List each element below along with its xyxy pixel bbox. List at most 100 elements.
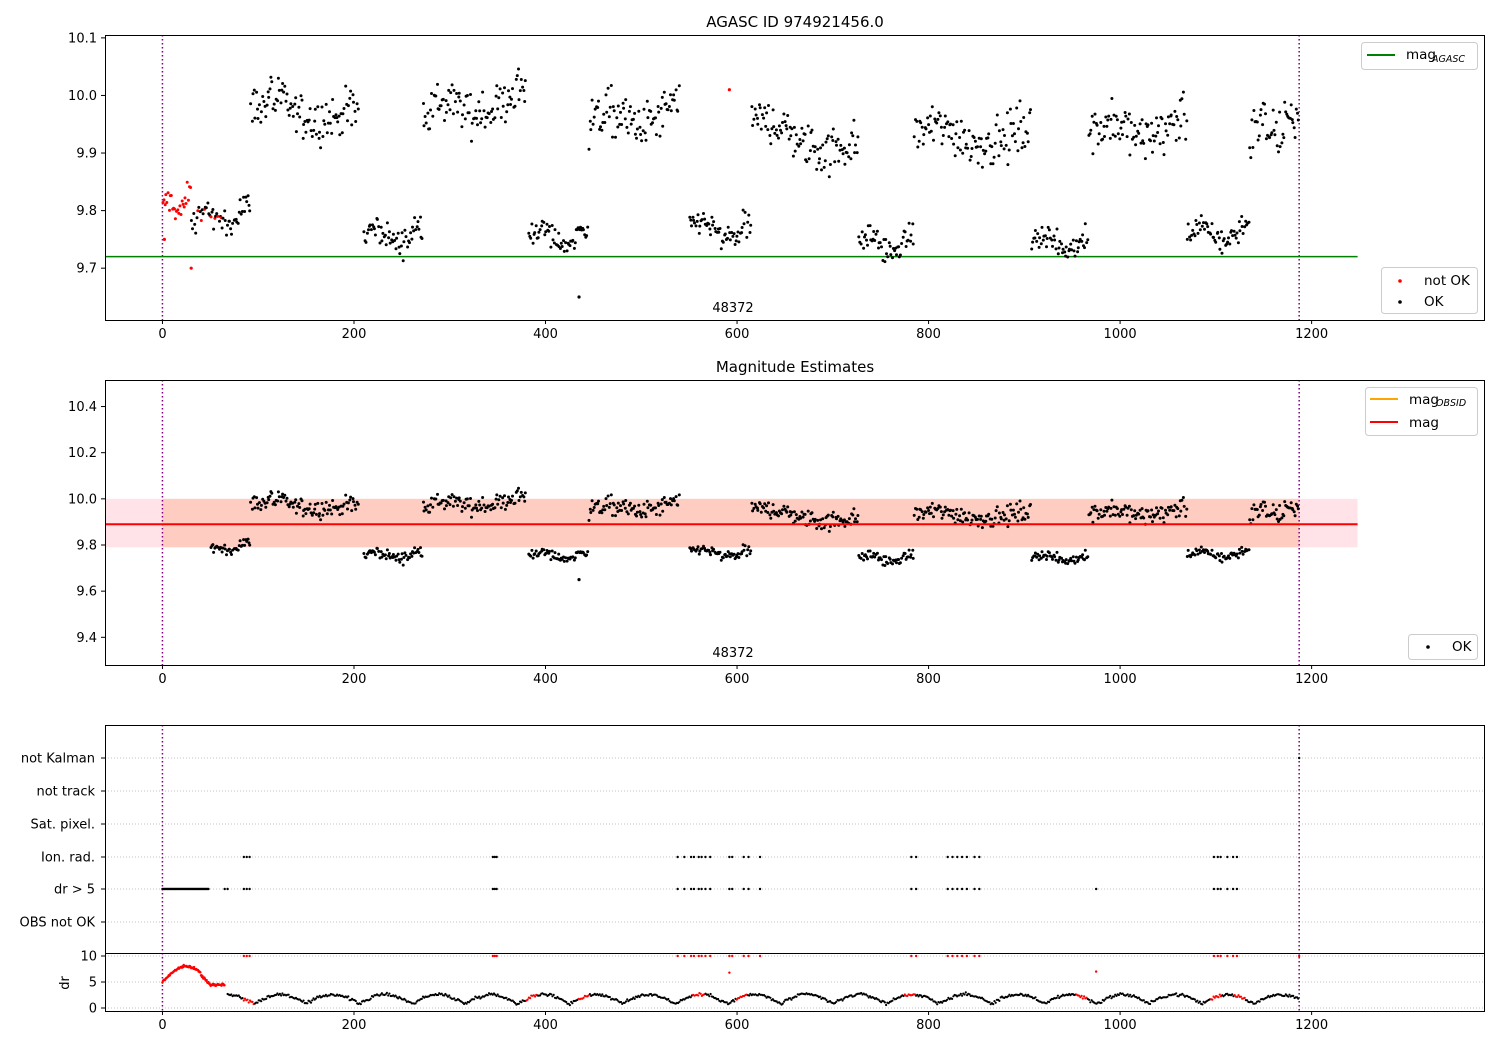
data-point [1216,230,1220,234]
data-point [928,114,932,118]
data-point [480,117,484,121]
data-point [690,549,693,553]
data-point [1038,236,1042,240]
dr-point [919,994,923,997]
data-point [239,212,243,216]
data-point [873,555,877,559]
data-point [230,553,233,556]
data-point [615,506,619,510]
data-point [859,556,863,560]
data-point [300,98,304,102]
dr-point [1283,994,1286,998]
data-point [206,201,210,205]
data-point [162,198,166,202]
data-point [501,496,505,500]
data-point [726,236,729,240]
data-point [1066,562,1070,566]
data-point [1092,508,1096,512]
data-point [1142,141,1146,145]
ion-rad-flag-point [910,855,913,859]
data-point [604,93,608,97]
data-point [1025,131,1029,135]
data-point [1236,556,1240,560]
dr-point [786,998,789,1001]
data-point [430,496,433,500]
data-point [482,109,486,113]
data-point [659,106,663,110]
data-point [251,92,255,96]
data-point [325,131,329,135]
data-point [380,555,384,559]
data-point [999,517,1003,521]
data-point [961,151,965,155]
data-point [436,82,439,86]
dr-flag-point [709,887,712,891]
data-point [1193,553,1197,557]
data-point [920,510,924,514]
dr-point [1109,994,1112,998]
data-point [1158,516,1162,520]
data-point [821,517,825,521]
data-point [1272,128,1276,132]
dr-saturated-point [1235,954,1239,958]
data-point [458,99,462,103]
data-point [1114,114,1118,118]
data-point [976,161,980,165]
data-point [334,113,338,117]
data-point [1045,245,1048,249]
data-point [201,212,205,216]
data-point [189,186,193,189]
legend-box [1361,42,1478,70]
data-point [1125,513,1129,517]
data-point [395,236,399,240]
dr-point [931,998,934,1001]
data-point [742,222,746,226]
data-point [346,104,350,108]
data-point [747,545,751,549]
dr-saturated-point [1219,954,1222,958]
data-point [354,507,358,511]
y-tick-label: 9.4 [76,631,97,646]
data-point [659,502,663,506]
dr-point [1094,970,1098,973]
data-point [956,146,960,150]
data-point [603,508,607,512]
dr-point [1258,1000,1261,1003]
data-point [1235,231,1239,235]
data-point [779,128,782,132]
data-point [246,194,250,198]
data-point [608,502,612,506]
data-point [385,548,389,552]
data-point [698,224,702,228]
data-point [252,88,256,92]
data-point [195,216,199,220]
data-point [521,85,525,89]
ion-rad-flag-point [1235,855,1239,859]
data-point [912,513,916,517]
data-point [238,198,242,202]
data-point [800,126,804,130]
data-point [1109,117,1113,121]
data-point [1227,554,1230,558]
data-point [255,90,259,94]
data-point [1074,555,1078,559]
dr-point [404,999,407,1002]
dr-point [783,1000,786,1003]
panel-2-annotation: 48372 [712,646,753,661]
dr-flag-point [683,887,686,891]
data-point [1222,554,1226,558]
data-point [1175,115,1179,118]
data-point [276,490,280,494]
dr-point [824,997,827,1000]
data-point [743,210,747,214]
data-point [234,217,238,221]
data-point [969,155,973,158]
dr-point [600,994,603,998]
data-point [1182,112,1186,116]
dr-point [539,994,542,997]
data-point [732,232,736,236]
data-point [268,494,272,498]
dr-point [748,994,751,997]
ion-rad-flag-point [956,855,959,859]
